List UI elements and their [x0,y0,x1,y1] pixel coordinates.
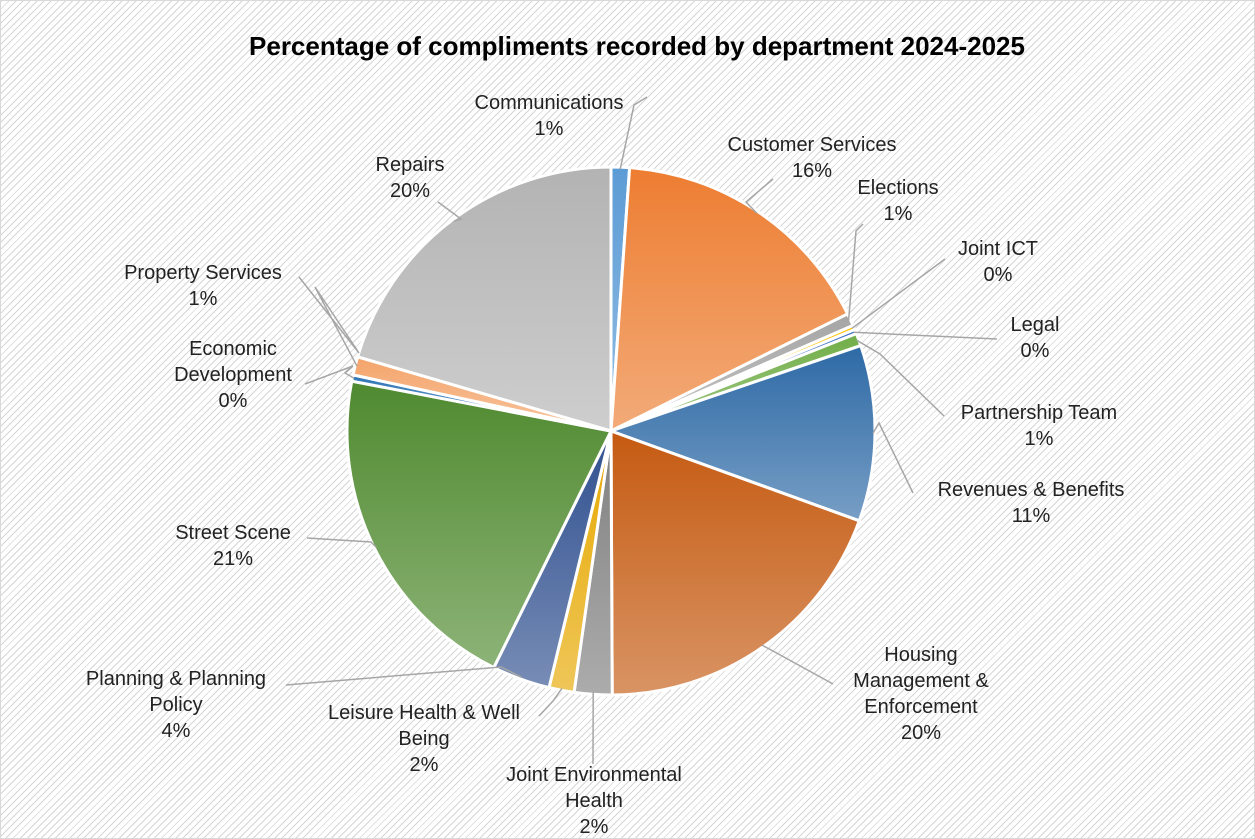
leader-line-9 [538,687,563,717]
leader-line-11 [306,537,377,548]
pie-slices [345,165,877,697]
leader-line-2 [847,223,864,321]
leader-line-5 [856,339,945,417]
leader-line-14 [437,201,463,223]
pie-slice-11 [345,379,613,670]
leader-line-4 [853,331,998,340]
data-label-5: Partnership Team 1% [961,402,1117,450]
data-label-12: Economic Development 0% [174,338,292,412]
data-label-2: Elections 1% [857,177,938,225]
data-label-6: Revenues & Benefits 11% [938,479,1125,527]
chart-title: Percentage of compliments recorded by de… [249,31,1025,61]
pie-slice-7 [609,429,861,697]
data-label-11: Street Scene 21% [175,522,291,570]
leader-line-0 [619,96,648,170]
pie-slice-6 [609,344,877,523]
data-label-7: Housing Management & Enforcement 20% [853,644,989,744]
leader-line-7 [761,644,834,685]
data-label-4: Legal 0% [1011,314,1060,362]
data-label-3: Joint ICT 0% [958,238,1038,286]
leader-line-3 [851,258,946,329]
leader-line-13 [298,276,360,367]
pie-slice-1 [609,166,850,433]
data-label-8: Joint Environmental Health 2% [506,764,682,838]
data-label-13: Property Services 1% [124,262,282,310]
leader-lines [285,96,998,765]
data-label-9: Leisure Health & Well Being 2% [328,702,520,776]
leader-line-12 [304,365,355,385]
data-label-14: Repairs 20% [376,154,445,202]
pie-slice-14 [356,165,613,433]
leader-line-1 [744,178,774,214]
leader-line-6 [872,421,914,494]
data-label-1: Customer Services 16% [728,134,897,182]
data-labels: Communications 1% Customer Services 16%Elec… [86,92,1124,838]
data-label-10: Planning & Planning Policy 4% [86,668,266,742]
data-label-0: Communications 1% [475,92,624,140]
leader-line-10 [285,666,522,686]
